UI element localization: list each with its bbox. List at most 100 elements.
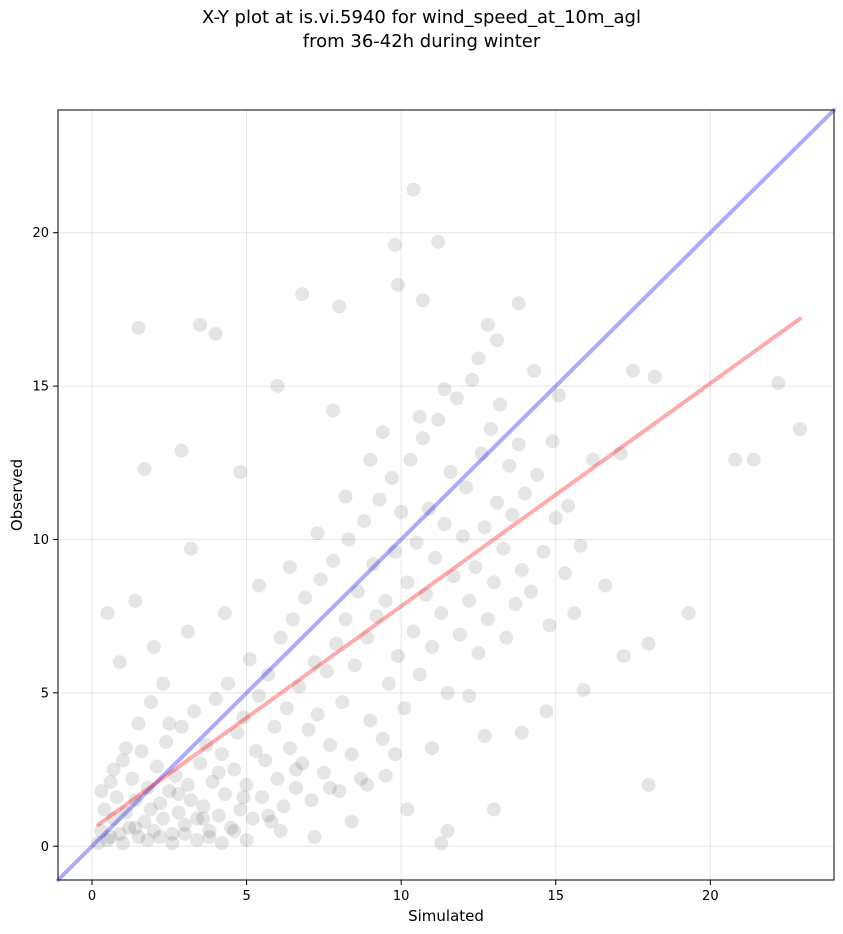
- data-point: [261, 808, 276, 823]
- data-point: [168, 768, 183, 783]
- data-point: [146, 639, 161, 654]
- data-point: [94, 784, 109, 799]
- data-point: [353, 771, 368, 786]
- data-point: [561, 498, 576, 513]
- data-point: [514, 563, 529, 578]
- data-point: [298, 590, 313, 605]
- data-point: [415, 293, 430, 308]
- data-point: [369, 609, 384, 624]
- data-point: [412, 409, 427, 424]
- data-point: [217, 606, 232, 621]
- regression-fit-line: [96, 316, 802, 827]
- data-point: [400, 575, 415, 590]
- data-point: [530, 468, 545, 483]
- y-axis-ticks: 0 5 10 15 20: [32, 226, 58, 855]
- data-point: [573, 538, 588, 553]
- data-point: [183, 793, 198, 808]
- data-point: [366, 557, 381, 572]
- data-point: [233, 464, 248, 479]
- data-point: [165, 826, 180, 841]
- data-point: [499, 630, 514, 645]
- data-point: [344, 747, 359, 762]
- data-point: [153, 796, 168, 811]
- data-point: [490, 333, 505, 348]
- data-point: [480, 317, 495, 332]
- data-point: [548, 511, 563, 526]
- data-point: [363, 452, 378, 467]
- data-point: [248, 744, 263, 759]
- data-point: [270, 771, 285, 786]
- data-point: [289, 780, 304, 795]
- data-point: [162, 784, 177, 799]
- data-point: [344, 814, 359, 829]
- data-points: [91, 182, 807, 851]
- y-tick-label-4: 20: [32, 226, 49, 241]
- x-tick-label-2: 10: [393, 889, 410, 904]
- data-point: [477, 520, 492, 535]
- data-point: [214, 747, 229, 762]
- data-point: [332, 784, 347, 799]
- data-point: [307, 830, 322, 845]
- data-point: [391, 649, 406, 664]
- data-point: [196, 799, 211, 814]
- data-point: [310, 526, 325, 541]
- data-point: [391, 277, 406, 292]
- data-point: [171, 787, 186, 802]
- data-point: [217, 787, 232, 802]
- data-point: [94, 823, 109, 838]
- data-point: [490, 495, 505, 510]
- y-tick-label-2: 10: [32, 533, 49, 548]
- data-point: [375, 425, 390, 440]
- y-tick-label-0: 0: [41, 840, 49, 855]
- data-point: [486, 575, 501, 590]
- data-point: [347, 658, 362, 673]
- data-point: [202, 823, 217, 838]
- data-point: [403, 452, 418, 467]
- data-point: [496, 541, 511, 556]
- data-point: [295, 287, 310, 302]
- data-point: [119, 805, 134, 820]
- y-tick-label-1: 5: [41, 686, 49, 701]
- data-point: [626, 363, 641, 378]
- data-point: [511, 437, 526, 452]
- data-point: [381, 676, 396, 691]
- data-point: [165, 836, 180, 851]
- data-point: [159, 734, 174, 749]
- data-point: [431, 234, 446, 249]
- data-point: [282, 560, 297, 575]
- data-point: [128, 793, 143, 808]
- data-point: [115, 836, 130, 851]
- data-point: [452, 627, 467, 642]
- data-point: [103, 774, 118, 789]
- data-point: [242, 652, 257, 667]
- data-point: [131, 716, 146, 731]
- data-point: [106, 762, 121, 777]
- data-point: [647, 369, 662, 384]
- data-point: [483, 422, 498, 437]
- data-point: [360, 777, 375, 792]
- x-tick-label-4: 20: [702, 889, 719, 904]
- data-point: [514, 725, 529, 740]
- data-point: [183, 541, 198, 556]
- reference-lines: [56, 108, 836, 882]
- data-point: [502, 458, 517, 473]
- data-point: [310, 707, 325, 722]
- data-point: [227, 823, 242, 838]
- data-point: [421, 501, 436, 516]
- one-to-one-line: [56, 108, 836, 882]
- data-point: [508, 596, 523, 611]
- data-point: [289, 762, 304, 777]
- data-point: [190, 811, 205, 826]
- data-point: [465, 372, 480, 387]
- data-point: [728, 452, 743, 467]
- data-point: [641, 636, 656, 651]
- data-point: [224, 820, 239, 835]
- data-point: [613, 446, 628, 461]
- data-point: [180, 777, 195, 792]
- data-point: [239, 777, 254, 792]
- data-point: [279, 701, 294, 716]
- data-point: [326, 553, 341, 568]
- data-point: [292, 679, 307, 694]
